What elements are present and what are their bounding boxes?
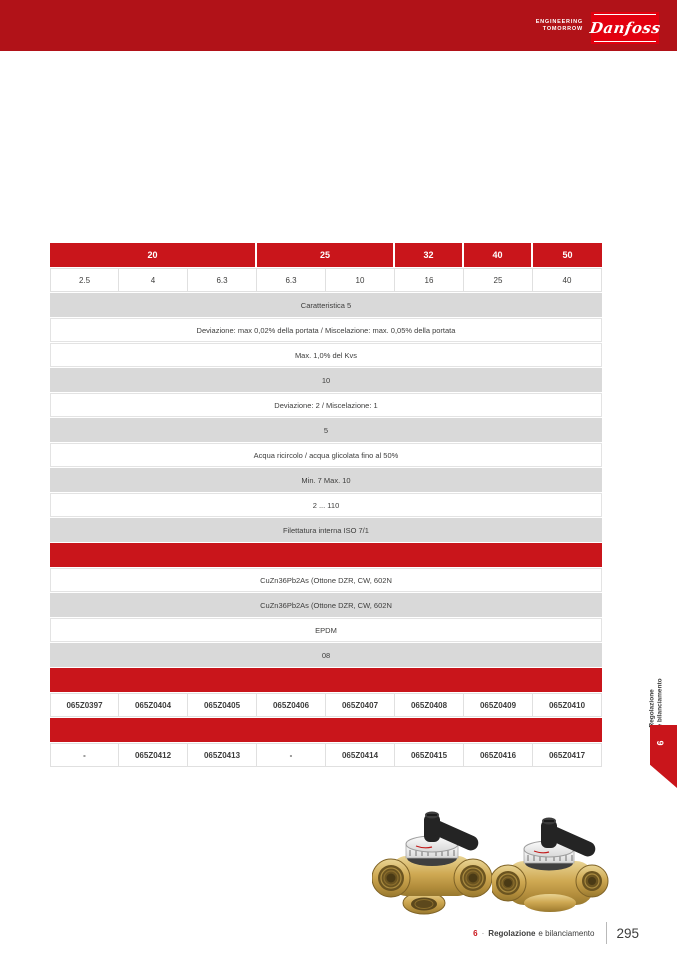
- spec-text: 10: [321, 375, 331, 385]
- dn-header-cell: 20: [50, 243, 257, 267]
- dn-header-cell: 32: [395, 243, 464, 267]
- code-cell: -: [50, 743, 119, 767]
- code-row-2: - 065Z0412 065Z0413 - 065Z0414 065Z0415 …: [50, 743, 602, 767]
- page-number: 295: [616, 925, 639, 941]
- spec-row-caratteristica: Caratteristica 5: [50, 293, 602, 317]
- chapter-side-label-line1: Regolazione: [648, 689, 656, 728]
- spec-row-deviazione-2: Deviazione: 2 / Miscelazione: 1: [50, 393, 602, 417]
- spec-text: Caratteristica 5: [300, 300, 352, 310]
- page-footer: 6 · Regolazione e bilanciamento 295: [473, 922, 639, 944]
- spec-row-guarnizioni: EPDM: [50, 618, 602, 642]
- code-cell: 065Z0404: [119, 693, 188, 717]
- footer-section-bold: Regolazione: [488, 928, 536, 938]
- kvs-cell: 6.3: [188, 268, 257, 292]
- spec-text: 08: [321, 650, 331, 660]
- danfoss-logo: Danfoss: [588, 12, 662, 44]
- dn-header-cell: 50: [533, 243, 602, 267]
- spec-row-max-kvs: Max. 1,0% del Kvs: [50, 343, 602, 367]
- code-cell: -: [257, 743, 326, 767]
- code-cell: 065Z0410: [533, 693, 602, 717]
- tagline-line1: ENGINEERING: [535, 19, 583, 25]
- code-cell: 065Z0409: [464, 693, 533, 717]
- danfoss-logo-text: Danfoss: [588, 19, 662, 37]
- engineering-tomorrow-tagline: ENGINEERING TOMORROW: [536, 19, 583, 33]
- valve-product-image-left: [372, 811, 493, 915]
- footer-chapter-number: 6: [473, 928, 478, 938]
- kvs-cell: 16: [395, 268, 464, 292]
- spec-row-deviazione: Deviazione: max 0,02% della portata / Mi…: [50, 318, 602, 342]
- spec-text: Max. 1,0% del Kvs: [294, 350, 358, 360]
- spec-text: Acqua ricircolo / acqua glicolata fino a…: [253, 450, 399, 460]
- code-cell: 065Z0412: [119, 743, 188, 767]
- kvs-cell: 4: [119, 268, 188, 292]
- spec-row-temperatura: 2 ... 110: [50, 493, 602, 517]
- code-row-1: 065Z0397 065Z0404 065Z0405 065Z0406 065Z…: [50, 693, 602, 717]
- spec-text: Min. 7 Max. 10: [301, 475, 351, 485]
- table-section-divider: [50, 543, 602, 567]
- code-cell: 065Z0415: [395, 743, 464, 767]
- code-cell: 065Z0407: [326, 693, 395, 717]
- spec-table: 20 25 32 40 50 2.5 4 6.3 6.3 10 16 25 40…: [50, 243, 602, 767]
- spec-row-pn: 10: [50, 368, 602, 392]
- dn-header-cell: 40: [464, 243, 533, 267]
- footer-divider-line: [606, 922, 608, 944]
- dn-header-cell: 25: [257, 243, 395, 267]
- spec-text: Deviazione: max 0,02% della portata / Mi…: [196, 325, 456, 335]
- spec-row-filettatura: Filettatura interna ISO 7/1: [50, 518, 602, 542]
- dn-header-row: 20 25 32 40 50: [50, 243, 602, 267]
- spec-row-5: 5: [50, 418, 602, 442]
- spec-text: CuZn36Pb2As (Ottone DZR, CW, 602N: [260, 575, 392, 585]
- spec-text: EPDM: [315, 625, 337, 635]
- chapter-tab-flag: 6: [650, 725, 677, 788]
- top-banner: ENGINEERING TOMORROW Danfoss: [0, 0, 677, 51]
- chapter-tab-number: 6: [655, 740, 666, 746]
- table-section-divider: [50, 718, 602, 742]
- spec-row-fluido: Acqua ricircolo / acqua glicolata fino a…: [50, 443, 602, 467]
- code-cell: 065Z0414: [326, 743, 395, 767]
- kvs-cell: 25: [464, 268, 533, 292]
- chapter-side-label-line2: e bilanciamento: [656, 678, 664, 728]
- code-cell: 065Z0416: [464, 743, 533, 767]
- spec-text: CuZn36Pb2As (Ottone DZR, CW, 602N: [260, 600, 392, 610]
- spec-text: Deviazione: 2 / Miscelazione: 1: [274, 400, 378, 410]
- code-cell: 065Z0417: [533, 743, 602, 767]
- valve-product-image-right: [492, 817, 609, 912]
- kvs-cell: 10: [326, 268, 395, 292]
- code-cell: 065Z0405: [188, 693, 257, 717]
- code-cell: 065Z0408: [395, 693, 464, 717]
- code-cell: 065Z0397: [50, 693, 119, 717]
- tagline-line2: TOMORROW: [542, 26, 583, 32]
- code-cell: 065Z0406: [257, 693, 326, 717]
- spec-text: 5: [323, 425, 329, 435]
- chapter-side-label: Regolazione e bilanciamento: [648, 658, 666, 728]
- spec-row-08: 08: [50, 643, 602, 667]
- footer-separator: ·: [481, 928, 485, 938]
- table-section-divider: [50, 668, 602, 692]
- footer-section-rest: e bilanciamento: [538, 928, 595, 938]
- kvs-cell: 6.3: [257, 268, 326, 292]
- spec-row-materiale-otturatore: CuZn36Pb2As (Ottone DZR, CW, 602N: [50, 593, 602, 617]
- kvs-cell: 2.5: [50, 268, 119, 292]
- kvs-cell: 40: [533, 268, 602, 292]
- spec-row-materiale-corpo: CuZn36Pb2As (Ottone DZR, CW, 602N: [50, 568, 602, 592]
- spec-row-ph: Min. 7 Max. 10: [50, 468, 602, 492]
- spec-text: Filettatura interna ISO 7/1: [283, 525, 369, 535]
- spec-text: 2 ... 110: [312, 500, 340, 510]
- code-cell: 065Z0413: [188, 743, 257, 767]
- kvs-row: 2.5 4 6.3 6.3 10 16 25 40: [50, 268, 602, 292]
